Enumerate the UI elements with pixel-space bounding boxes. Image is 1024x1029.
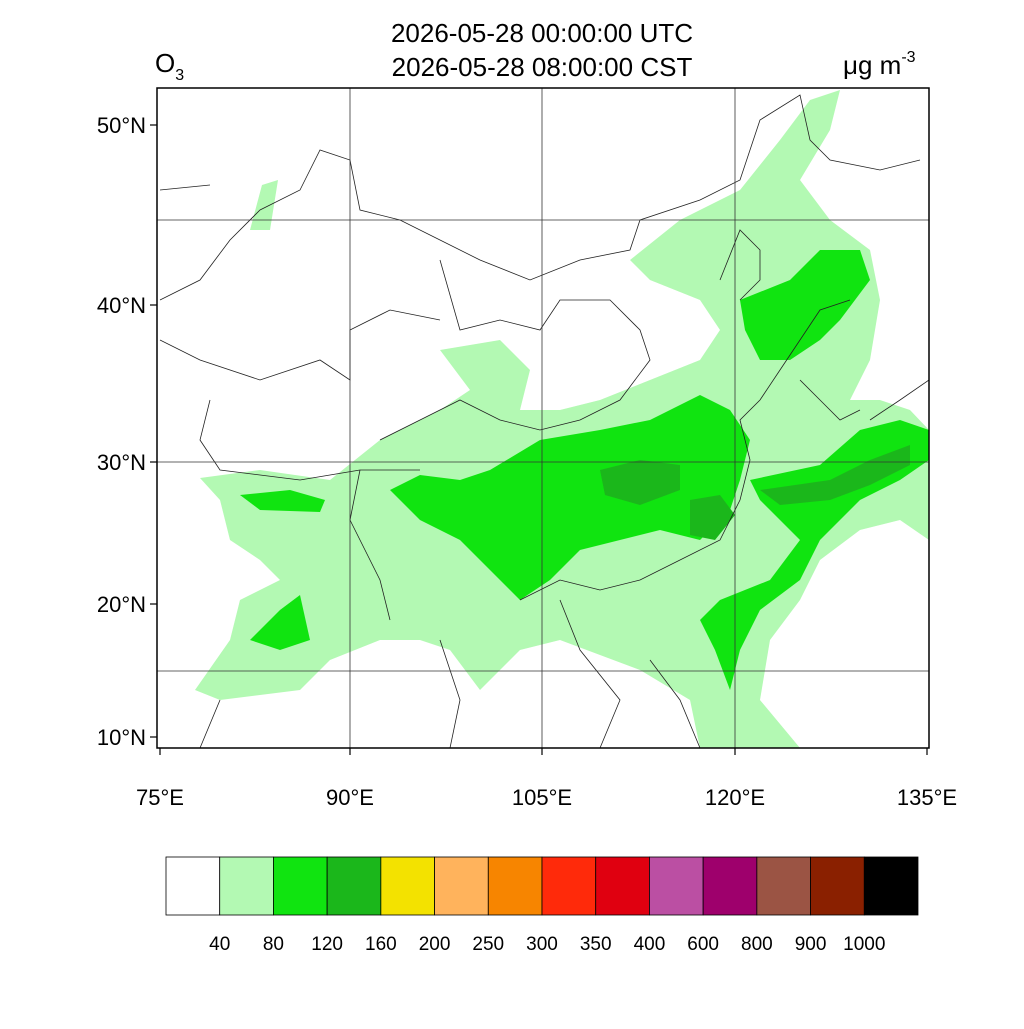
title-utc: 2026-05-28 00:00:00 UTC [391,18,693,48]
colorbar-label: 40 [209,934,230,955]
map-area [150,87,930,755]
ozone-120-160 [600,445,910,540]
colorbar-box [380,856,435,916]
units-superscript: -3 [901,49,915,66]
colorbar-label: 600 [687,934,719,955]
colorbar-label: 350 [580,934,612,955]
title-cst: 2026-05-28 08:00:00 CST [392,52,693,82]
lon-label: 75°E [136,785,184,810]
colorbar-box [434,856,489,916]
colorbar-label: 400 [634,934,666,955]
variable-name: O [155,48,175,78]
country-borders [159,94,929,748]
colorbar-box [273,856,328,916]
lat-label: 40°N [97,293,146,318]
colorbar-label: 1000 [843,934,885,955]
colorbar-label: 200 [419,934,451,955]
lat-label: 10°N [97,725,146,750]
colorbar-box [756,856,811,916]
lat-label: 20°N [97,592,146,617]
colorbar-label: 300 [526,934,558,955]
lon-label: 120°E [705,785,765,810]
colorbar-label: 80 [263,934,284,955]
colorbar-box [165,856,221,916]
colorbar-box [702,856,758,916]
ozone-80-120-west [240,490,325,512]
ozone-80-120-sw [250,595,310,650]
colorbar-box [487,856,543,916]
lat-label: 50°N [97,113,146,138]
tick-marks [150,124,928,755]
colorbar-box [649,856,704,916]
lon-label: 90°E [326,785,374,810]
units-text: μg m [843,50,901,80]
colorbar-label: 900 [795,934,827,955]
lon-label: 105°E [512,785,572,810]
colorbar-box [219,856,274,916]
ozone-80-120 [390,395,750,600]
colorbar-label: 800 [741,934,773,955]
colorbar-label: 250 [472,934,504,955]
ozone-40-80-west [250,180,278,230]
colorbar-box [810,856,865,916]
colorbar-box [326,856,382,916]
lon-label: 135°E [897,785,957,810]
colorbar-box [595,856,650,916]
ozone-80-120-ne [740,250,870,360]
ozone-40-80 [195,90,929,748]
colorbar-box [541,856,597,916]
units-label: μg m-3 [843,49,916,80]
colorbar: 40 80 120 160 200 250 300 350 400 600 800 900 1000 [165,856,919,955]
colorbar-box [863,856,919,916]
colorbar-label: 120 [311,934,343,955]
lat-label: 30°N [97,450,146,475]
map-frame [156,87,930,749]
variable-label: O3 [155,48,184,84]
ozone-80-120-sea [700,420,929,690]
colorbar-label: 160 [365,934,397,955]
variable-subscript: 3 [175,67,184,84]
